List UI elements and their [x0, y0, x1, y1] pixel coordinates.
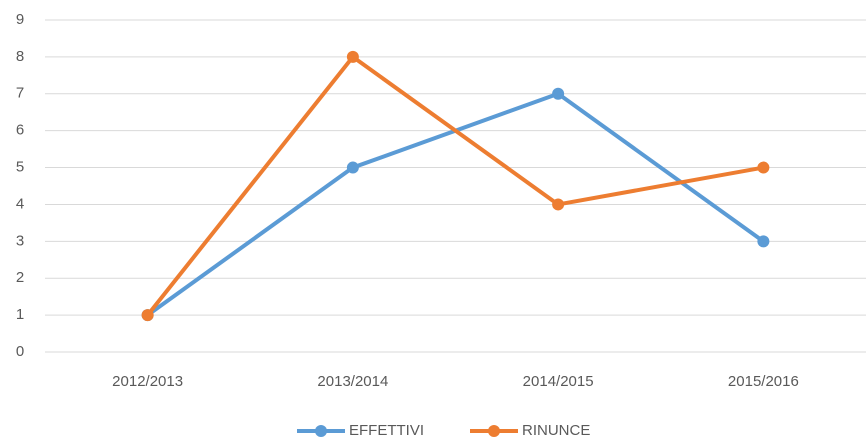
point [346, 161, 359, 174]
y-tick-label: 9 [16, 11, 24, 28]
legend-label: EFFETTIVI [349, 422, 424, 439]
y-tick-label: 6 [16, 122, 24, 139]
point [346, 50, 359, 63]
y-tick-label: 3 [16, 232, 24, 249]
point [757, 161, 770, 174]
y-tick-label: 7 [16, 85, 24, 102]
series-line [146, 54, 764, 317]
y-tick-label: 5 [16, 159, 24, 176]
y-tick-label: 4 [16, 195, 24, 212]
x-tick-label: 2014/2015 [523, 373, 594, 390]
point [757, 235, 770, 248]
point [552, 87, 565, 100]
legend-marker [315, 425, 327, 437]
x-tick-label: 2013/2014 [317, 373, 388, 390]
point [141, 309, 154, 322]
y-tick-label: 1 [16, 306, 24, 323]
y-tick-label: 2 [16, 269, 24, 286]
legend-label: RINUNCE [522, 422, 590, 439]
y-tick-label: 8 [16, 48, 24, 65]
x-tick-label: 2012/2013 [112, 373, 183, 390]
point [552, 198, 565, 211]
y-tick-label: 0 [16, 343, 24, 360]
x-tick-label: 2015/2016 [728, 373, 799, 390]
legend-marker [488, 425, 500, 437]
